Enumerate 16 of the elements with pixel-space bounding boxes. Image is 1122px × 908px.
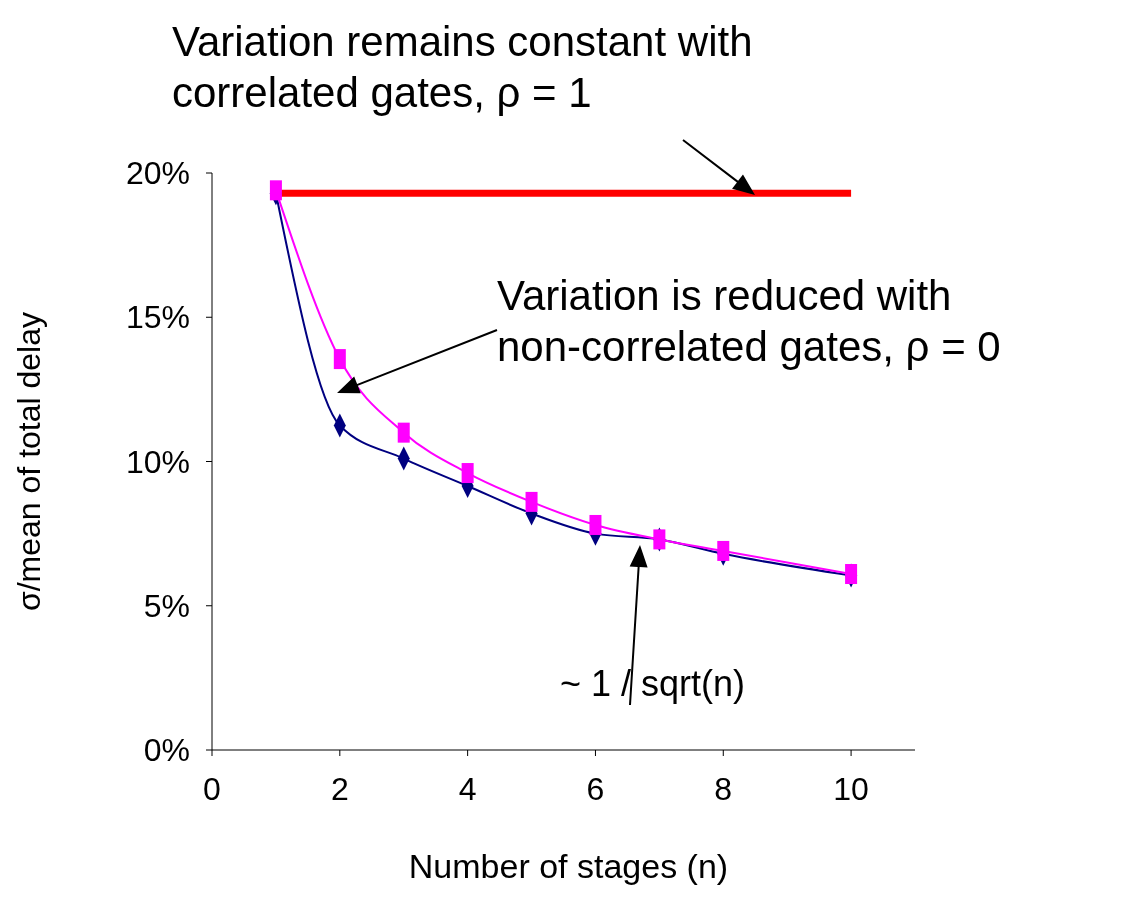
y-tick-label: 15%: [125, 299, 190, 336]
y-tick-label: 10%: [125, 443, 190, 480]
x-tick-label: 6: [586, 771, 605, 807]
x-tick-label: 0: [203, 771, 221, 807]
text: Variation remains constant with correlated gates, ρ = 1: [172, 18, 753, 117]
x-tick-label: 4: [458, 771, 477, 807]
y-tick-label: 0%: [143, 732, 190, 769]
annotation: Variation is reduced with non-correlated gates, ρ = 0: [497, 272, 1001, 371]
x-axis-title: Number of stages (n): [408, 847, 729, 885]
x-tick-label: 2: [330, 771, 349, 807]
y-axis-title: σ/mean of total delay: [11, 311, 47, 612]
x-tick-label: 10: [833, 771, 869, 807]
annotation: ~ 1 / sqrt(n): [560, 663, 746, 704]
y-tick-label: 5%: [143, 587, 190, 624]
y-tick-label: 20%: [125, 155, 190, 192]
x-tick-label: 8: [714, 771, 733, 807]
